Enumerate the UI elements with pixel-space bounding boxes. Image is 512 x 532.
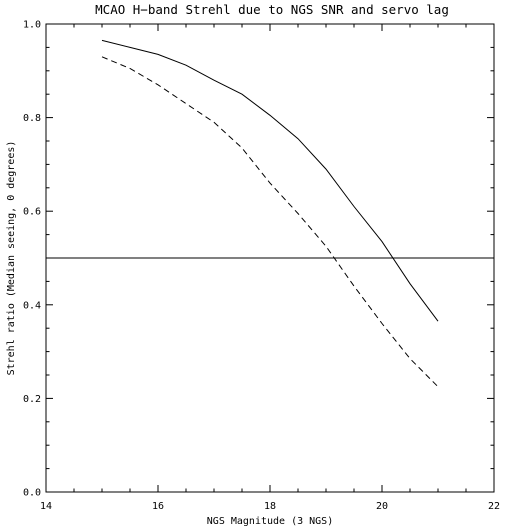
y-axis-label: Strehl ratio (Median seeing, 0 degrees)	[6, 141, 17, 376]
chart-title: MCAO H−band Strehl due to NGS SNR and se…	[95, 2, 449, 17]
x-tick-label: 20	[376, 501, 388, 512]
y-tick-label: 0.4	[23, 300, 41, 311]
y-tick-label: 0.2	[23, 394, 41, 405]
y-tick-label: 0.8	[23, 113, 41, 124]
y-tick-label: 0.0	[23, 488, 41, 499]
series-group	[101, 39, 439, 388]
series-line-dashed	[101, 56, 439, 388]
y-tick-label: 0.6	[23, 207, 41, 218]
x-tick-label: 16	[152, 501, 164, 512]
axis-ticks	[45, 23, 495, 493]
x-axis-label: NGS Magnitude (3 NGS)	[207, 516, 333, 527]
x-tick-label: 22	[488, 501, 500, 512]
x-tick-label: 18	[264, 501, 276, 512]
y-tick-label: 1.0	[23, 20, 41, 31]
axis-tick-labels: 14 16 18 20 22 0.0 0.2 0.4 0.6 0.8 1.0	[23, 20, 500, 513]
x-tick-label: 14	[40, 501, 52, 512]
series-line-solid	[101, 39, 439, 322]
